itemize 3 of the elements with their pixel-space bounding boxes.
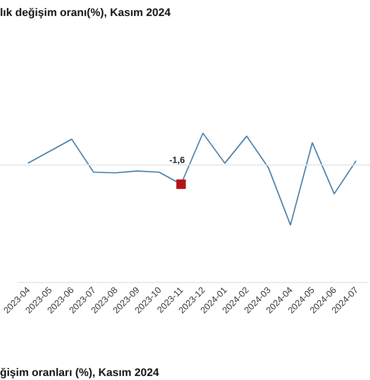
text: ğişim oranları (%), Kasım 2024 <box>0 367 160 379</box>
chart-title: lık değişim oranı(%), Kasım 2024 <box>0 7 172 19</box>
annotation: -1,6 <box>169 155 185 166</box>
